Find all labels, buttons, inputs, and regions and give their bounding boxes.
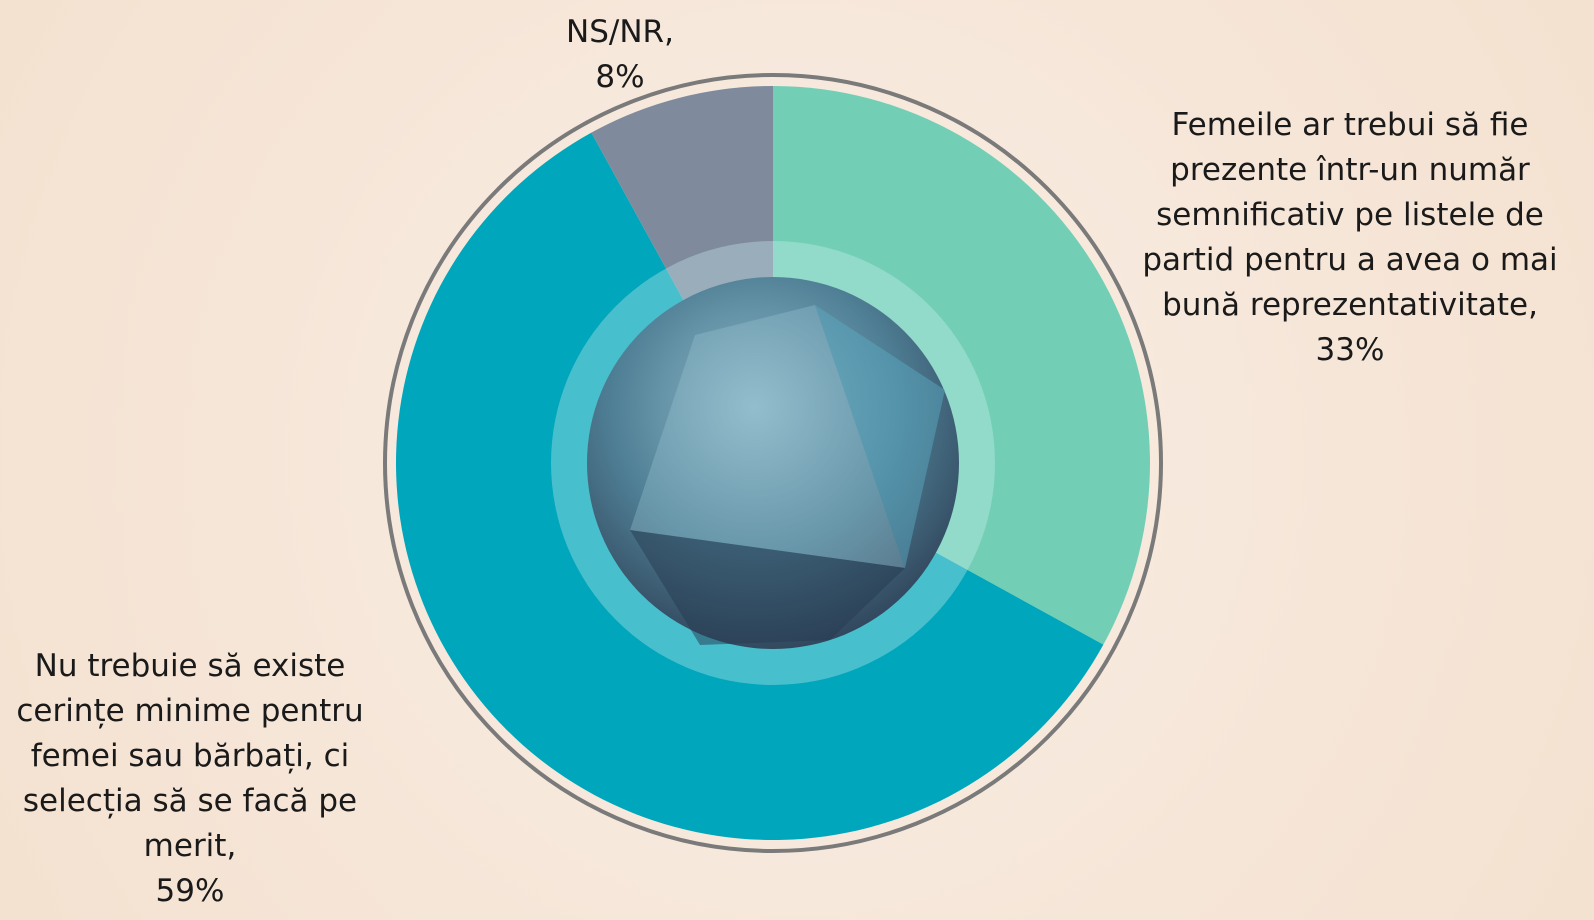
outer-ring [383,73,1163,853]
facet [815,305,945,568]
category-label: Nu trebuie să existe cerințe minime pent… [16,648,364,864]
slice-label: Femeile ar trebui să fie prezente într-u… [1135,103,1565,373]
category-label: NS/NR, [566,14,674,50]
value-label: 59% [155,873,225,909]
value-label: 8% [595,59,645,95]
facet [630,530,905,645]
facet [630,305,905,568]
slice-label: NS/NR, 8% [520,10,720,100]
category-label: Femeile ar trebui să fie prezente într-u… [1142,107,1558,323]
value-label: 33% [1315,332,1385,368]
slice-label: Nu trebuie să existe cerințe minime pent… [5,644,375,914]
